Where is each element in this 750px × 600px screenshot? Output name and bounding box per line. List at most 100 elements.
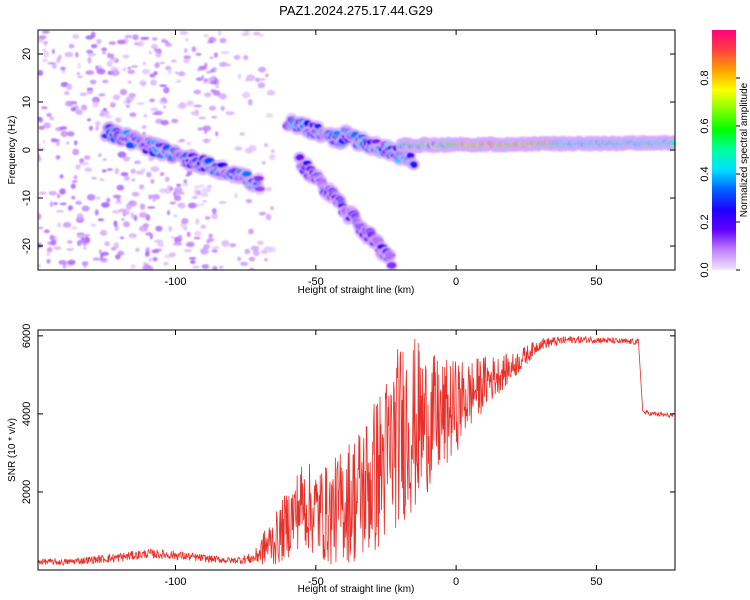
spectrogram-speckle bbox=[152, 257, 158, 262]
spectrogram-speckle bbox=[60, 130, 68, 138]
spectrogram-speckle bbox=[79, 92, 88, 97]
spectrogram-speckle bbox=[68, 43, 75, 49]
spectrogram-speckle bbox=[83, 155, 91, 160]
spectrogram-speckle bbox=[218, 93, 227, 100]
snr-x-label: Height of straight line (km) bbox=[298, 584, 415, 595]
spectrogram-speckle bbox=[203, 33, 209, 38]
spectrogram-speckle bbox=[150, 43, 158, 50]
spectrogram-speckle bbox=[42, 140, 46, 144]
spectrogram-speckle bbox=[98, 153, 102, 158]
spectrogram-speckle bbox=[38, 264, 42, 268]
spectrogram-speckle bbox=[270, 206, 274, 211]
spectrogram-speckle bbox=[253, 250, 260, 257]
spectrogram-speckle bbox=[55, 141, 60, 146]
spectrogram-speckle bbox=[200, 202, 204, 207]
spectrogram-speckle bbox=[252, 31, 261, 36]
spectrogram-speckle bbox=[166, 210, 171, 216]
spectrogram-speckle bbox=[77, 75, 83, 79]
spectrogram-speckle bbox=[246, 74, 255, 82]
spectrogram-speckle bbox=[155, 225, 163, 232]
spectrogram-speckle bbox=[95, 120, 101, 126]
spectrogram-speckle bbox=[190, 259, 196, 265]
spectrogram-speckle bbox=[270, 149, 275, 154]
spectrogram-speckle bbox=[38, 125, 45, 130]
spectrogram-speckle bbox=[186, 141, 192, 146]
spectrogram-speckle bbox=[169, 201, 177, 205]
spectrogram-speckle bbox=[133, 214, 138, 222]
spectrogram-speckle bbox=[148, 50, 152, 55]
spectrogram-speckle bbox=[148, 194, 152, 200]
snr-series-line bbox=[38, 335, 675, 566]
spectrogram-speckle bbox=[105, 115, 113, 119]
spectrogram-speckle bbox=[248, 99, 253, 106]
colorbar-ticks: 0.0 0.2 0.4 0.6 0.8 bbox=[699, 70, 740, 278]
snr-frame bbox=[37, 329, 676, 571]
spectrogram-speckle bbox=[193, 236, 201, 240]
spectrogram-speckle bbox=[195, 77, 203, 82]
spectrogram-speckle bbox=[169, 252, 176, 258]
spectrogram-speckle bbox=[41, 48, 47, 52]
spectrogram-speckle bbox=[175, 71, 179, 75]
spectrogram-speckle bbox=[136, 102, 146, 106]
spectrogram-speckle bbox=[205, 250, 210, 254]
snr-y-label: SNR (10 * v/v) bbox=[7, 418, 18, 482]
spectrogram-speckle bbox=[211, 208, 217, 214]
spectrogram-speckle bbox=[122, 54, 130, 59]
spectrogram-speckle bbox=[117, 151, 127, 158]
snr-panel: -100 -50 0 50 2000 4000 6000 Height of straig… bbox=[7, 324, 676, 595]
spectrogram-speckle bbox=[234, 193, 238, 199]
spectrogram-speckle bbox=[96, 68, 106, 75]
spectrogram-speckle bbox=[157, 242, 164, 248]
spectrogram-band-core bbox=[253, 175, 264, 182]
y-tick-label: 10 bbox=[21, 96, 33, 108]
spectrogram-speckle bbox=[225, 111, 235, 116]
y-tick-label: 0 bbox=[21, 147, 33, 153]
y-tick-label: 2000 bbox=[21, 480, 33, 504]
spectrogram-speckle bbox=[248, 228, 254, 235]
spectrogram-speckle bbox=[173, 242, 183, 246]
spectrogram-speckle bbox=[191, 46, 197, 53]
spectrogram-speckle bbox=[148, 98, 156, 103]
spectrogram-speckle bbox=[73, 175, 78, 180]
spectrogram-speckle bbox=[212, 265, 218, 270]
spectrogram-speckle bbox=[85, 70, 95, 75]
spectrogram-speckle bbox=[55, 209, 65, 213]
spectrogram-speckle bbox=[86, 118, 92, 122]
spectrogram-speckle bbox=[124, 34, 133, 39]
spectrogram-speckle bbox=[183, 223, 188, 230]
chart-title: PAZ1.2024.275.17.44.G29 bbox=[279, 3, 433, 18]
spectrogram-speckle bbox=[94, 196, 101, 200]
spectrogram-speckle bbox=[106, 197, 111, 203]
spectrogram-speckle bbox=[114, 167, 120, 175]
spectrogram-speckle bbox=[58, 260, 67, 265]
spectrogram-speckle bbox=[98, 249, 102, 255]
spectrogram-speckle bbox=[81, 261, 89, 266]
spectrogram-speckle bbox=[89, 125, 93, 131]
spectrogram-y-label: Frequency (Hz) bbox=[7, 116, 18, 185]
spectrogram-speckle bbox=[71, 226, 78, 231]
spectrogram-speckle bbox=[47, 62, 56, 65]
x-tick-label: 50 bbox=[590, 276, 602, 288]
spectrogram-speckle bbox=[50, 239, 57, 246]
spectrogram-speckle bbox=[166, 184, 170, 191]
spectrogram-speckle bbox=[177, 202, 186, 209]
spectrogram-x-ticks: -100 -50 0 50 bbox=[164, 30, 603, 288]
spectrogram-speckle bbox=[226, 63, 232, 67]
spectrogram-band-core bbox=[295, 153, 305, 162]
spectrogram-speckle bbox=[181, 218, 189, 225]
spectrogram-speckle bbox=[145, 251, 150, 257]
x-tick-label: -50 bbox=[308, 576, 324, 588]
spectrogram-speckle bbox=[113, 220, 118, 227]
spectrogram-speckle bbox=[154, 62, 160, 68]
spectrogram-speckle bbox=[186, 231, 191, 238]
spectrogram-speckle bbox=[123, 99, 127, 105]
spectrogram-speckle bbox=[119, 88, 128, 96]
spectrogram-speckle bbox=[59, 174, 64, 179]
spectrogram-speckle bbox=[237, 256, 242, 262]
spectrogram-heatmap bbox=[38, 30, 675, 270]
spectrogram-speckle bbox=[150, 107, 159, 112]
x-tick-label: -100 bbox=[164, 576, 186, 588]
spectrogram-band-core bbox=[385, 252, 396, 258]
spectrogram-speckle bbox=[177, 71, 186, 77]
